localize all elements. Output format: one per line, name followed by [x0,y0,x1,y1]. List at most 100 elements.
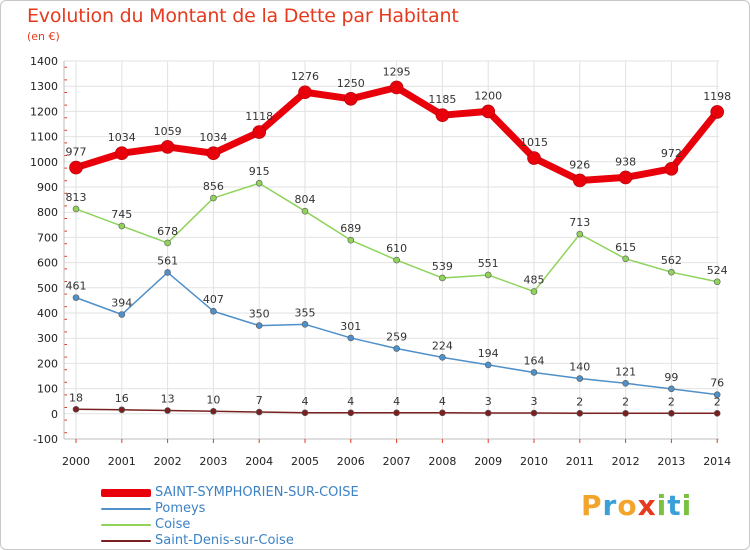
data-point [160,140,175,154]
data-point [435,108,450,122]
data-label: 689 [340,222,361,235]
y-tick-label: 1200 [30,105,58,118]
x-tick-label: 2001 [108,455,136,468]
data-label: 813 [66,191,87,204]
logo-letter: o [617,489,638,522]
data-label: 2 [576,395,583,408]
data-label: 140 [569,361,590,374]
data-label: 10 [206,393,220,406]
data-label: 485 [524,274,545,287]
data-point [668,409,675,417]
data-label: 1118 [245,110,273,123]
data-point [713,278,721,286]
data-point [69,160,83,175]
y-tick-label: 100 [37,383,58,396]
data-label: 926 [569,158,590,171]
x-tick-label: 2003 [199,455,227,468]
data-label: 194 [478,347,499,360]
data-point [210,194,217,202]
y-tick-label: -100 [33,433,58,446]
data-label: 355 [295,306,316,319]
data-point [164,269,171,276]
data-point [72,294,80,301]
data-label: 1059 [154,125,182,138]
data-point [484,361,492,369]
series-0 [69,80,725,188]
data-label: 1034 [108,131,136,144]
data-label: 1034 [199,131,227,144]
data-point [301,207,309,215]
data-point [713,409,721,417]
data-label: 678 [157,225,178,238]
data-label: 394 [111,297,132,310]
data-point [484,271,492,279]
legend-item: Pomeys [101,501,359,517]
logo-letter: r [602,489,618,522]
y-tick-label: 900 [37,181,58,194]
data-label: 1276 [291,70,319,83]
data-point [668,385,675,393]
data-label: 2 [668,395,675,408]
data-point [576,409,584,417]
legend-label: SAINT-SYMPHORIEN-SUR-COISE [155,485,359,500]
data-point [439,354,446,361]
data-point [164,407,171,414]
data-point [347,409,355,417]
y-tick-label: 1400 [30,55,58,68]
data-point [301,321,309,328]
data-point [255,408,263,416]
data-point [439,409,446,417]
data-label: 562 [661,254,682,267]
data-label: 4 [393,395,400,408]
x-tick-label: 2008 [428,455,456,468]
series-layer [69,80,725,417]
series-3 [72,405,721,417]
data-point [668,268,675,276]
data-point [622,409,629,417]
data-point [393,345,400,352]
x-tick-label: 2005 [291,455,319,468]
data-label: 259 [386,331,407,344]
data-label: 539 [432,260,453,273]
x-tick-label: 2014 [703,455,731,468]
legend-swatch [101,508,151,510]
legend-label: Pomeys [155,501,206,516]
data-point [527,151,541,165]
data-point [118,222,126,230]
data-label: 2 [622,395,629,408]
data-point [347,236,355,244]
data-point [206,146,221,161]
chart-title: Evolution du Montant de la Dette par Hab… [27,5,459,27]
data-label: 1200 [474,89,502,102]
data-point [164,239,171,247]
series-2 [72,179,721,295]
data-label: 4 [302,395,309,408]
data-point [347,334,355,342]
x-tick-label: 2007 [383,455,411,468]
data-point [210,407,217,415]
legend-item: Saint-Denis-sur-Coise [101,533,359,549]
legend-item: Coise [101,517,359,533]
legend-swatch [101,540,151,542]
data-point [622,380,629,387]
x-tick-label: 2009 [474,455,502,468]
data-point [622,255,629,263]
data-label: 915 [249,165,270,178]
data-label: 713 [569,216,590,229]
x-tick-label: 2000 [62,455,90,468]
data-point [618,170,633,185]
data-point [484,409,492,417]
data-point [72,405,80,413]
data-point [530,369,538,376]
data-point [572,173,587,188]
legend-item: SAINT-SYMPHORIEN-SUR-COISE [101,485,359,501]
data-label: 972 [661,147,682,160]
data-label: 938 [615,155,636,168]
data-label: 13 [161,393,175,406]
legend-label: Saint-Denis-sur-Coise [155,533,294,548]
data-label: 2 [714,395,721,408]
data-point [393,256,400,264]
data-label: 99 [664,371,678,384]
data-label: 1295 [383,65,411,78]
